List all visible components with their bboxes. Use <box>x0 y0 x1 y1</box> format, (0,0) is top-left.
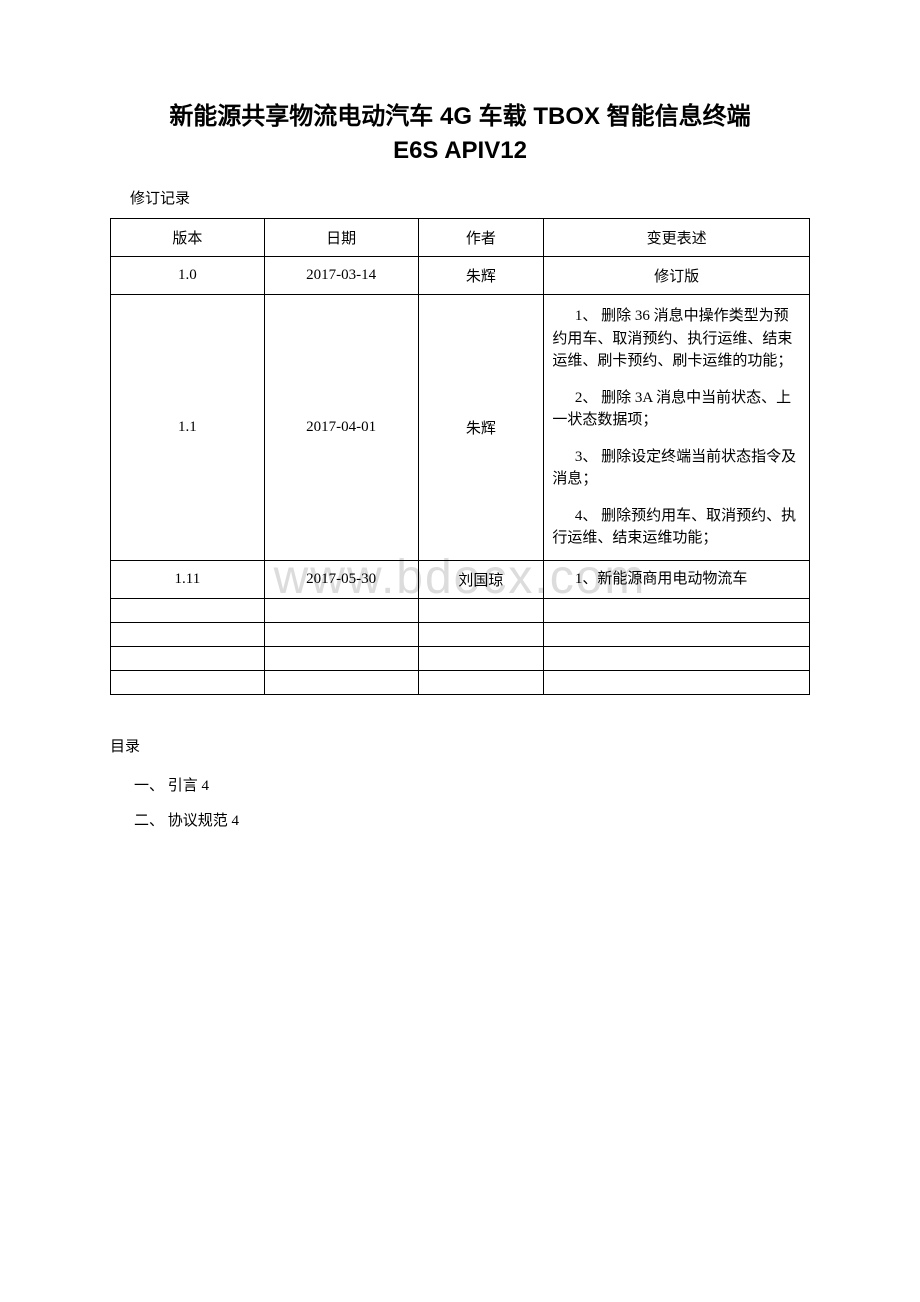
desc-item: 4、 删除预约用车、取消预约、执行运维、结束运维功能； <box>552 505 801 550</box>
table-row-empty <box>111 598 810 622</box>
cell-version: 1.0 <box>111 257 265 295</box>
toc-title: 目录 <box>110 735 810 756</box>
revision-table: 版本 日期 作者 变更表述 1.0 2017-03-14 朱辉 修订版 1.1 … <box>110 218 810 695</box>
cell-version: 1.11 <box>111 560 265 598</box>
header-version: 版本 <box>111 219 265 257</box>
desc-item: 2、 删除 3A 消息中当前状态、上一状态数据项； <box>552 387 801 432</box>
table-row: 1.0 2017-03-14 朱辉 修订版 <box>111 257 810 295</box>
cell-desc: 1、新能源商用电动物流车 <box>544 560 810 598</box>
header-date: 日期 <box>264 219 418 257</box>
cell-version: 1.1 <box>111 295 265 561</box>
document-content: 新能源共享物流电动汽车 4G 车载 TBOX 智能信息终端 E6S APIV12… <box>110 100 810 830</box>
desc-item: 3、 删除设定终端当前状态指令及消息； <box>552 446 801 491</box>
table-header-row: 版本 日期 作者 变更表述 <box>111 219 810 257</box>
toc-item: 一、 引言 4 <box>110 774 810 795</box>
cell-date: 2017-04-01 <box>264 295 418 561</box>
cell-author: 朱辉 <box>418 295 544 561</box>
revision-label: 修订记录 <box>110 187 810 208</box>
table-row-empty <box>111 646 810 670</box>
cell-desc: 1、 删除 36 消息中操作类型为预约用车、取消预约、执行运维、结束运维、刷卡预… <box>544 295 810 561</box>
table-row: 1.11 2017-05-30 刘国琼 1、新能源商用电动物流车 <box>111 560 810 598</box>
cell-author: 刘国琼 <box>418 560 544 598</box>
header-author: 作者 <box>418 219 544 257</box>
desc-item: 1、 删除 36 消息中操作类型为预约用车、取消预约、执行运维、结束运维、刷卡预… <box>552 305 801 373</box>
cell-desc: 修订版 <box>544 257 810 295</box>
toc-item: 二、 协议规范 4 <box>110 809 810 830</box>
title-line1: 新能源共享物流电动汽车 4G 车载 TBOX 智能信息终端 <box>110 100 810 134</box>
header-desc: 变更表述 <box>544 219 810 257</box>
title-line2: E6S APIV12 <box>110 134 810 168</box>
document-title: 新能源共享物流电动汽车 4G 车载 TBOX 智能信息终端 E6S APIV12 <box>110 100 810 167</box>
table-row-empty <box>111 622 810 646</box>
table-row: 1.1 2017-04-01 朱辉 1、 删除 36 消息中操作类型为预约用车、… <box>111 295 810 561</box>
cell-author: 朱辉 <box>418 257 544 295</box>
table-row-empty <box>111 670 810 694</box>
cell-date: 2017-05-30 <box>264 560 418 598</box>
cell-date: 2017-03-14 <box>264 257 418 295</box>
